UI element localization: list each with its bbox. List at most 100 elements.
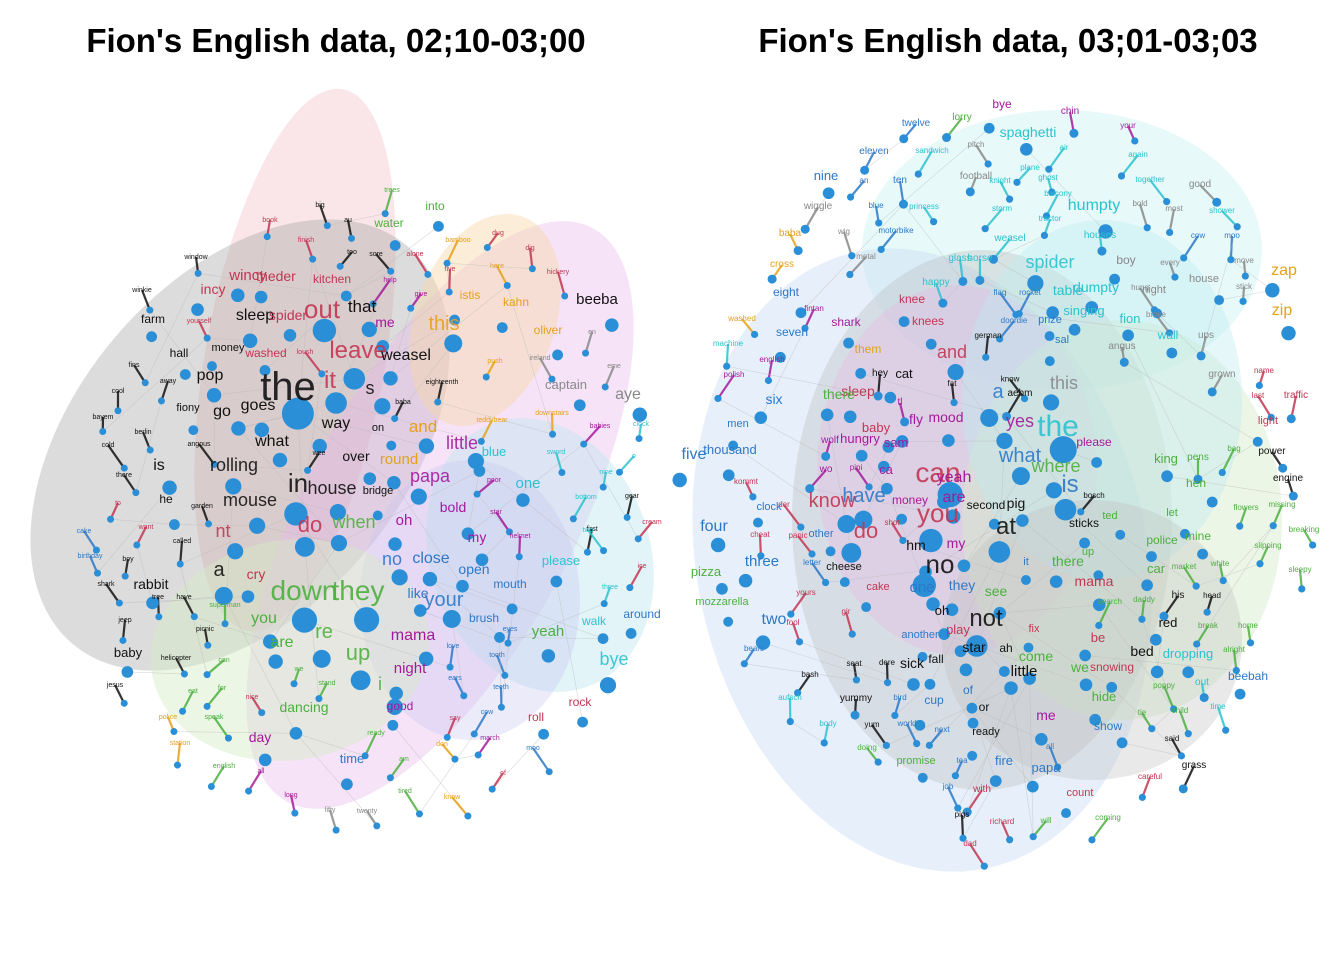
network-panel-right: Fion's English data, 03;01-03;03 the can y…	[672, 0, 1344, 960]
word-label: alright	[1223, 645, 1246, 654]
word-node	[1006, 836, 1014, 844]
word-link	[140, 289, 151, 311]
word-node	[980, 862, 988, 870]
word-node	[573, 399, 586, 412]
word-link	[495, 511, 511, 533]
edge	[174, 524, 258, 527]
word-label: good	[1189, 179, 1211, 190]
word-link	[582, 425, 601, 445]
word-label: picnic	[196, 626, 214, 633]
edge	[102, 337, 208, 432]
word-label: station	[170, 740, 191, 747]
word-node	[1207, 387, 1217, 397]
word-node	[1011, 467, 1030, 486]
word-label: ready	[972, 726, 1000, 738]
cluster-hull	[194, 88, 396, 632]
word-label: pitch	[968, 140, 985, 149]
word-label: hall	[170, 346, 189, 360]
edge	[1222, 525, 1274, 581]
word-node	[1214, 295, 1225, 306]
word-node	[925, 338, 937, 350]
edge	[1099, 604, 1174, 710]
word-label: men	[727, 418, 748, 430]
word-node	[583, 548, 591, 556]
word-node	[254, 422, 269, 438]
word-node	[474, 751, 482, 759]
word-node	[561, 292, 569, 300]
word-label: we	[1070, 659, 1089, 675]
edge	[462, 585, 604, 639]
word-link	[554, 451, 563, 473]
word-link	[906, 723, 918, 745]
word-node	[283, 328, 297, 342]
word-label: of	[500, 770, 506, 777]
word-node	[907, 678, 920, 691]
word-node	[1029, 833, 1037, 841]
word-label: the	[260, 365, 316, 409]
word-link	[1120, 154, 1139, 177]
cluster-hull	[692, 248, 1152, 872]
word-label: baby	[114, 645, 143, 660]
word-label: together	[1135, 175, 1165, 184]
word-label: ca	[879, 462, 894, 477]
word-label: cry	[247, 566, 266, 582]
word-label: superman	[209, 602, 240, 609]
word-node	[1236, 522, 1244, 530]
word-label: next	[934, 725, 950, 734]
word-node	[1203, 608, 1211, 616]
word-label: goes	[241, 397, 276, 414]
word-node	[179, 707, 187, 715]
word-node	[372, 510, 383, 521]
word-node	[1171, 273, 1179, 281]
word-link	[796, 674, 811, 694]
word-node	[861, 602, 872, 613]
word-label: helicopter	[161, 655, 192, 662]
word-node	[424, 270, 432, 278]
word-node	[501, 671, 509, 679]
word-label: love	[447, 643, 460, 650]
word-label: seat	[846, 659, 862, 668]
word-link	[107, 444, 126, 469]
edge	[390, 308, 412, 379]
word-node	[169, 519, 180, 530]
word-label: market	[1172, 562, 1197, 571]
word-node	[898, 316, 910, 327]
word-label: rolling	[210, 455, 258, 475]
word-node	[714, 394, 722, 403]
word-node	[848, 252, 856, 260]
word-label: jeep	[117, 617, 131, 624]
word-link	[372, 279, 391, 305]
word-node	[599, 677, 617, 694]
edge	[886, 687, 1012, 746]
word-link	[1257, 395, 1273, 418]
word-label: am	[399, 756, 409, 763]
word-node	[1015, 310, 1023, 318]
word-node	[231, 288, 245, 303]
word-label: nice	[246, 694, 259, 701]
word-label: metal	[856, 252, 876, 261]
word-node	[1138, 615, 1146, 623]
word-label: istis	[460, 288, 481, 302]
word-label: march	[480, 735, 500, 742]
word-label: pig	[1007, 495, 1026, 511]
edge	[744, 663, 857, 681]
word-label: spaghetti	[1000, 124, 1057, 140]
word-node	[290, 680, 298, 688]
word-label: zip	[1272, 302, 1293, 319]
word-label: know	[809, 490, 856, 512]
word-label: want	[138, 524, 154, 531]
word-label: home	[1238, 621, 1259, 630]
word-label: sticks	[1069, 516, 1099, 530]
edge	[1124, 362, 1258, 442]
word-node	[1219, 576, 1227, 585]
word-label: ups	[1198, 330, 1214, 341]
word-node	[1068, 323, 1081, 336]
word-node	[415, 810, 423, 818]
word-label: clock	[756, 501, 782, 513]
word-label: this	[1050, 373, 1078, 393]
word-label: teeth	[493, 684, 509, 691]
word-node	[1166, 347, 1178, 359]
word-label: cake	[77, 528, 92, 535]
word-node	[1106, 681, 1118, 693]
word-label: at	[996, 513, 1016, 540]
